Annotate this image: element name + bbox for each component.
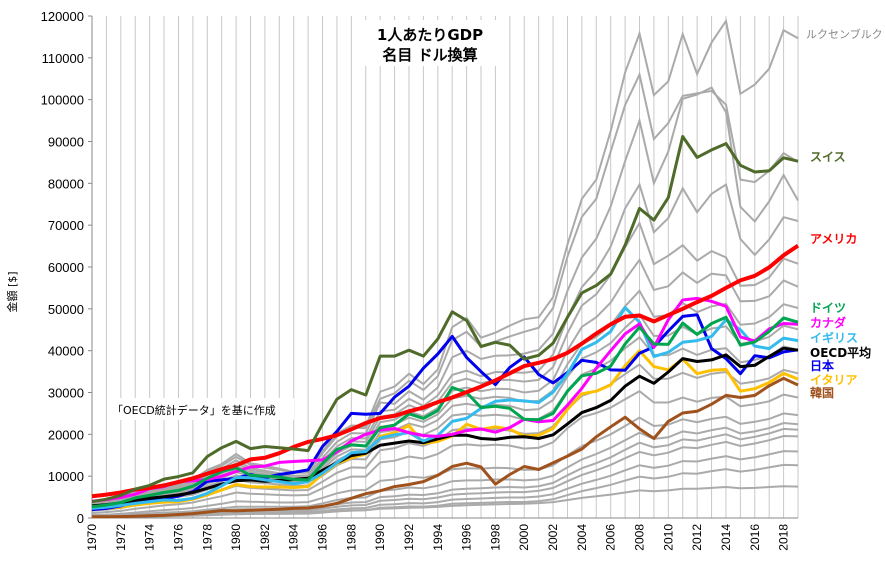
other-country-line	[91, 18, 799, 503]
x-tick-label: 2016	[748, 524, 762, 551]
end-label-korea: 韓国	[810, 385, 834, 400]
y-tick-label: 90000	[48, 135, 84, 150]
series-line-usa	[91, 244, 800, 499]
x-tick-label: 1998	[488, 524, 502, 551]
y-tick-labels: 0 10000 20000 30000 40000 50000 60000 70000 8000…	[41, 9, 84, 526]
x-tick-label: 2010	[661, 524, 675, 551]
end-label-italy: イタリア	[810, 373, 858, 387]
x-tick-label: 1984	[287, 524, 301, 551]
y-tick-label: 10000	[48, 469, 84, 484]
y-tick-label: 70000	[48, 218, 84, 233]
y-tick-label: 80000	[48, 176, 84, 191]
end-label-japan: 日本	[810, 358, 834, 373]
x-tick-label: 2000	[517, 524, 531, 551]
source-note: 「OECD統計データ」を基に作成	[112, 403, 276, 417]
x-tick-label: 1976	[171, 524, 185, 551]
y-tick-label: 40000	[48, 344, 84, 359]
highlighted-country-lines	[91, 135, 800, 519]
source-note-background	[108, 398, 294, 420]
x-tick-label: 2008	[633, 524, 647, 551]
series-line-switzerland	[91, 135, 799, 504]
x-tick-labels: 1970 1972 1974 1976 1978 1980 1982 1984 1986 1988…	[85, 524, 791, 551]
chart-title-group: 1人あたりGDP 名目 ドル換算	[360, 20, 500, 66]
y-tick-label: 50000	[48, 302, 84, 317]
x-tick-label: 1986	[316, 524, 330, 551]
x-tick-label: 2002	[546, 524, 560, 551]
x-tick-label: 1996	[460, 524, 474, 551]
x-tick-label: 1972	[114, 524, 128, 551]
other-country-line	[91, 220, 799, 506]
title-background	[360, 20, 500, 66]
series-line-oecd	[91, 346, 799, 508]
end-label-germany: ドイツ	[810, 301, 846, 315]
grid-lines	[91, 16, 799, 518]
x-tick-label: 1980	[229, 524, 243, 551]
end-label-oecd: OECD平均	[810, 345, 871, 360]
y-tick-label: 60000	[48, 260, 84, 275]
y-tick-label: 120000	[41, 9, 84, 24]
x-tick-label: 1994	[431, 524, 445, 551]
end-label-usa: アメリカ	[810, 232, 857, 246]
x-tick-label: 2004	[575, 524, 589, 551]
x-tick-label: 1990	[373, 524, 387, 551]
x-tick-label: 1970	[85, 524, 99, 551]
chart-title: 1人あたりGDP	[377, 26, 483, 44]
x-tick-label: 2018	[777, 524, 791, 551]
source-note-group: 「OECD統計データ」を基に作成	[108, 398, 294, 420]
end-label-switzerland: スイス	[810, 150, 846, 164]
x-tick-label: 2014	[719, 524, 733, 551]
y-tick-label: 20000	[48, 427, 84, 442]
x-tick-label: 1992	[402, 524, 416, 551]
y-tick-label: 30000	[48, 386, 84, 401]
x-tick-label: 1982	[258, 524, 272, 551]
axes	[88, 15, 798, 519]
end-label-uk: イギリス	[810, 330, 858, 345]
x-tick-label: 1988	[344, 524, 358, 551]
series-line-japan	[91, 313, 799, 512]
other-country-line	[91, 390, 799, 514]
end-label-canada: カナダ	[810, 315, 846, 330]
x-tick-label: 2006	[604, 524, 618, 551]
series-line-korea	[91, 376, 799, 519]
x-tick-label: 1974	[143, 524, 157, 551]
other-country-lines	[91, 18, 799, 519]
series-line-canada	[91, 296, 799, 503]
other-country-line	[91, 421, 799, 517]
y-tick-label: 0	[77, 511, 84, 526]
y-tick-label: 110000	[42, 51, 84, 66]
other-country-line	[91, 485, 799, 518]
series-line-uk	[91, 306, 799, 510]
end-label-other: ルクセンブルク	[806, 27, 883, 41]
chart-subtitle: 名目 ドル換算	[382, 46, 477, 64]
y-tick-label: 100000	[41, 93, 84, 108]
x-tick-label: 1978	[200, 524, 214, 551]
x-tick-label: 2012	[690, 524, 704, 551]
y-axis-label: 金額 [$]	[5, 271, 19, 312]
